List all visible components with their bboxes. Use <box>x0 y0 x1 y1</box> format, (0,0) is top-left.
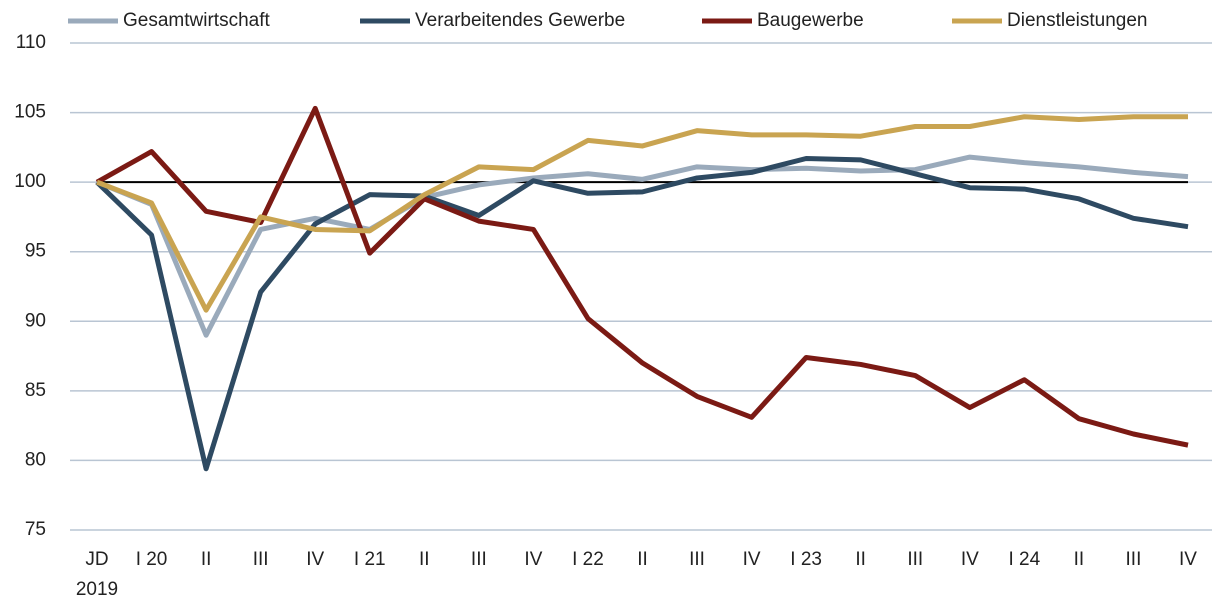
x-tick-label: II <box>1074 549 1085 570</box>
x-tick-label: IV <box>743 549 761 570</box>
x-tick-label: III <box>253 549 269 570</box>
x-tick-label: III <box>689 549 705 570</box>
y-tick-label: 75 <box>25 519 46 540</box>
legend-label: Dienstleistungen <box>1007 10 1147 31</box>
legend-label: Baugewerbe <box>757 10 864 31</box>
y-tick-label: 95 <box>25 241 46 262</box>
x-tick-label: II <box>201 549 212 570</box>
x-tick-label: I 20 <box>136 549 168 570</box>
legend-label: Verarbeitendes Gewerbe <box>415 10 625 31</box>
series-line <box>96 114 1188 313</box>
x-tick-label: JD 2019 <box>76 549 118 597</box>
x-tick-label: III <box>1126 549 1142 570</box>
legend-label: Gesamtwirtschaft <box>123 10 270 31</box>
x-tick-label: I 22 <box>572 549 604 570</box>
x-tick-label: III <box>471 549 487 570</box>
y-tick-label: 90 <box>25 310 46 331</box>
x-tick-label: IV <box>524 549 542 570</box>
x-tick-label: IV <box>1179 549 1197 570</box>
y-tick-label: 110 <box>16 32 46 53</box>
y-tick-label: 85 <box>25 380 46 401</box>
series-line <box>95 105 1189 448</box>
x-tick-label: II <box>637 549 648 570</box>
y-tick-label: 80 <box>25 449 46 470</box>
y-tick-label: 105 <box>14 102 46 123</box>
x-tick-label: IV <box>306 549 324 570</box>
x-tick-label: IV <box>961 549 979 570</box>
x-tick-label: I 23 <box>790 549 822 570</box>
x-tick-label: I 21 <box>354 549 386 570</box>
x-tick-label: III <box>907 549 923 570</box>
series-line <box>96 154 1189 338</box>
y-tick-label: 100 <box>14 171 46 192</box>
x-tick-label: I 24 <box>1008 549 1040 570</box>
x-tick-label: II <box>419 549 430 570</box>
x-tick-label: II <box>855 549 866 570</box>
series-line <box>95 155 1189 472</box>
